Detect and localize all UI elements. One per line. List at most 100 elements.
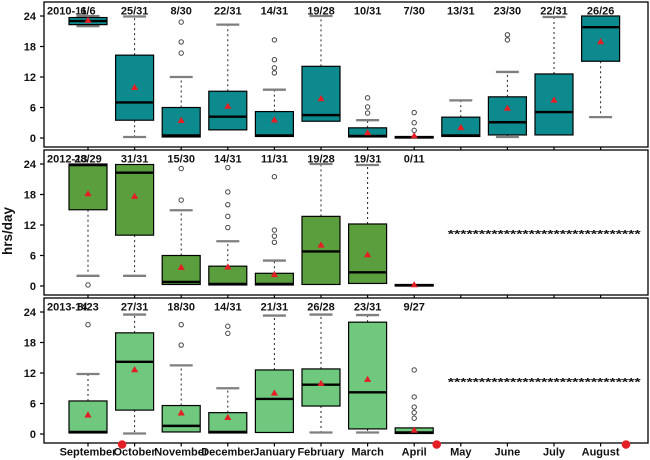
box-december: 14/31 [208,154,248,286]
y-tick-label: 0 [30,281,36,293]
outlier-point [411,404,417,410]
outlier-point [364,104,371,110]
outlier-point [178,342,184,348]
mean-marker [317,241,325,248]
y-tick-label: 6 [30,251,36,263]
y-tick-label: 6 [30,399,36,411]
count-label: 13/31 [447,6,475,18]
count-label: 14/31 [261,6,289,18]
asterisk-row: ******************************* [448,377,642,389]
mean-marker [270,116,278,123]
month-label: May [450,447,472,459]
mean-marker [131,83,139,90]
outlier-point [411,120,417,126]
box-iqr [487,96,527,136]
outlier-point [225,224,231,231]
count-label: 15/30 [167,154,195,166]
box-september: 6/6 [68,6,108,28]
box-december: 14/31 [208,302,248,434]
count-label: 21/31 [261,302,289,314]
box-iqr [301,65,341,122]
outlier-point [271,57,278,63]
outlier-point [225,164,231,171]
outlier-point [178,322,184,328]
box-iqr [254,369,294,434]
mean-marker [503,104,511,111]
year-label: 2012-13 [47,154,87,166]
count-label: 9/27 [403,302,424,314]
box-october: 27/31 [114,302,155,435]
outlier-point [411,367,417,373]
count-label: 7/30 [403,6,424,18]
count-label: 19/31 [354,154,382,166]
y-tick-label: 24 [24,11,37,23]
count-label: 26/26 [587,6,615,18]
month-label: January [253,447,296,459]
y-tick-label: 18 [24,338,36,350]
footnote-dot [432,440,442,449]
box-april: 0/11 [394,154,434,288]
mean-marker [410,426,418,433]
box-march: 23/31 [348,302,388,434]
box-iqr [254,110,294,138]
year-label: 2013-14 [47,302,88,314]
count-label: 25/31 [121,6,149,18]
box-october: 25/31 [114,6,155,139]
box-january: 14/31 [254,6,294,138]
count-label: 27/31 [121,302,149,314]
outlier-point [271,37,278,43]
mean-marker [410,132,418,139]
mean-marker [84,411,92,418]
count-label: 0/11 [404,154,425,166]
mean-marker [364,251,372,258]
mean-marker [84,190,92,197]
y-tick-label: 12 [24,220,36,232]
count-label: 6/6 [80,6,95,18]
month-label: February [297,447,345,459]
month-label: April [402,447,427,459]
outlier-point [225,330,231,337]
outlier-point [411,109,417,116]
footnote-dot [117,440,127,449]
box-january: 11/31 [254,154,294,286]
outlier-point [364,110,371,116]
y-tick-label: 12 [24,72,36,84]
box-july: 22/31 [534,6,574,136]
outlier-point [225,323,231,329]
month-label: September [60,447,118,459]
count-label: 31/31 [121,154,149,166]
year-label: 2010-11 [47,6,87,18]
mean-marker [224,102,232,109]
box-june: 23/30 [487,6,527,139]
outlier-point [411,409,417,416]
mean-marker [457,123,465,131]
footnote-dot [621,440,631,449]
y-tick-label: 24 [24,159,37,171]
y-tick-label: 24 [24,307,37,319]
count-label: 18/30 [167,302,195,314]
outlier-point [411,415,417,421]
mean-marker [364,129,372,136]
outlier-point [225,189,231,195]
outlier-point [271,174,278,180]
count-label: 22/31 [540,6,568,18]
outlier-point [411,127,417,134]
box-september: 28/29 [68,154,108,288]
outlier-point [271,239,278,245]
count-label: 8/23 [77,302,98,314]
outlier-point [504,37,511,43]
box-iqr [301,368,341,407]
count-label: 14/31 [214,302,242,314]
y-tick-label: 0 [30,133,36,145]
month-label: March [351,447,384,459]
panel-2010-11: 0 6 12 18 24 2010-116/6 25/31 8/30 22/31 14/31 19/… [24,1,649,151]
box-iqr [348,321,388,430]
count-label: 26/28 [307,302,335,314]
panel-2013-14: 0 6 12 18 24 2013-148/23 27/31 18/30 14/31 21/31 2… [24,297,649,447]
box-april: 7/30 [394,6,434,139]
y-tick-label: 18 [24,190,36,202]
outlier-point [271,233,278,239]
mean-marker [270,389,278,396]
